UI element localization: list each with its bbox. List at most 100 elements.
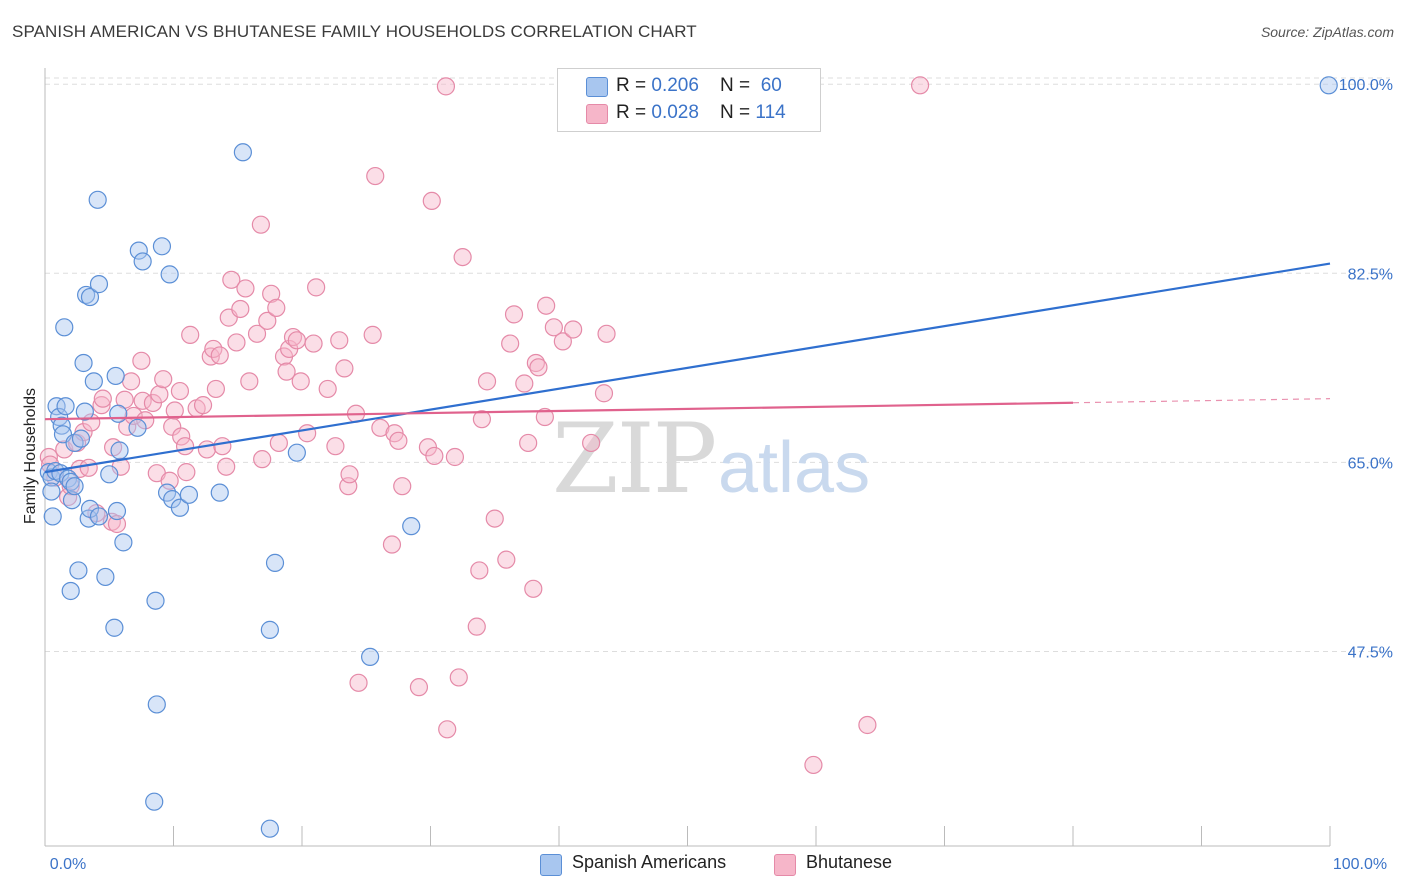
bhutanese-point bbox=[175, 437, 195, 456]
spanish-american-point bbox=[109, 404, 128, 423]
spanish-american-point bbox=[62, 491, 82, 510]
spanish-american-point bbox=[265, 553, 285, 572]
spanish-american-point bbox=[69, 561, 88, 580]
spanish-american-point bbox=[61, 581, 80, 601]
spanish-american-point bbox=[43, 507, 62, 526]
spanish-american-point bbox=[260, 819, 279, 838]
bhutanese-point bbox=[564, 320, 583, 339]
x-tick-labels: 0.0% 100.0% bbox=[50, 856, 1387, 873]
bhutanese-point bbox=[553, 332, 572, 351]
spanish-american-point bbox=[107, 501, 127, 521]
bhutanese-point bbox=[269, 433, 288, 453]
bhutanese-point bbox=[453, 247, 472, 267]
bhutanese-point bbox=[504, 305, 524, 324]
bhutanese-point bbox=[258, 311, 277, 330]
bhutanese-point bbox=[515, 374, 534, 393]
spanish-american-point bbox=[152, 237, 172, 256]
bhutanese-point bbox=[438, 720, 457, 739]
bhutanese-point bbox=[485, 509, 504, 528]
legend-n-label: N = bbox=[720, 102, 756, 123]
spanish-american-point bbox=[105, 618, 124, 637]
bhutanese-point bbox=[330, 331, 349, 350]
legend-n-value: 60 bbox=[760, 75, 782, 96]
spanish-american-point bbox=[84, 372, 103, 391]
chart-title: SPANISH AMERICAN VS BHUTANESE FAMILY HOU… bbox=[12, 22, 697, 41]
bottom-legend-swatch-pink bbox=[774, 854, 796, 876]
watermark: ZIP atlas bbox=[552, 403, 870, 515]
spanish-american-point bbox=[361, 647, 380, 667]
gridlines bbox=[45, 77, 1390, 652]
bhutanese-point bbox=[251, 215, 270, 234]
bhutanese-point bbox=[206, 379, 226, 399]
bhutanese-point bbox=[165, 401, 184, 420]
bhutanese-point bbox=[210, 346, 229, 365]
y-tick-labels: 47.5% 65.0% 82.5% 100.0% bbox=[1339, 77, 1393, 661]
spanish-american-point bbox=[80, 287, 100, 307]
bhutanese-point bbox=[227, 333, 246, 352]
bhutanese-point bbox=[371, 418, 390, 437]
spanish-american-point bbox=[56, 397, 75, 416]
bhutanese-point bbox=[436, 77, 456, 96]
watermark-zip: ZIP bbox=[552, 403, 715, 515]
bhutanese-point bbox=[422, 191, 441, 211]
bhutanese-point bbox=[307, 278, 326, 297]
bhutanese-point bbox=[597, 324, 616, 343]
bhutanese-point bbox=[594, 384, 614, 403]
bhutanese-point bbox=[445, 447, 465, 467]
spanish-american-point bbox=[55, 318, 74, 337]
spanish-american-point bbox=[89, 275, 109, 294]
bhutanese-point bbox=[247, 324, 267, 343]
bhutanese-point bbox=[326, 437, 345, 456]
bhutanese-point bbox=[544, 318, 563, 337]
bhutanese-point bbox=[529, 358, 548, 377]
bhutanese-point bbox=[470, 561, 489, 580]
bhutanese-point bbox=[537, 296, 556, 315]
bhutanese-point bbox=[318, 379, 337, 399]
spanish-american-point bbox=[133, 252, 152, 271]
bhutanese-point bbox=[449, 668, 468, 687]
bhutanese-point bbox=[409, 678, 429, 697]
spanish-american-point bbox=[100, 465, 119, 484]
spanish-american-point bbox=[71, 429, 91, 448]
bhutanese-point bbox=[217, 457, 236, 476]
spanish-american-point bbox=[260, 620, 279, 639]
x-tick-label: 100.0% bbox=[1333, 856, 1387, 873]
y-tick-label: 65.0% bbox=[1348, 455, 1393, 472]
bhutanese-point bbox=[267, 298, 286, 317]
bhutanese-point bbox=[382, 535, 402, 554]
spanish-american-point bbox=[146, 591, 165, 610]
bhutanese-point bbox=[204, 339, 223, 359]
bhutanese-point bbox=[340, 465, 359, 484]
bhutanese-point bbox=[193, 396, 213, 415]
bhutanese-point bbox=[501, 334, 520, 353]
legend-r-label: R = bbox=[616, 75, 652, 96]
spanish-american-point bbox=[114, 533, 133, 552]
bhutanese-point bbox=[467, 617, 486, 636]
spanish-american-point bbox=[75, 402, 94, 421]
bhutanese-point bbox=[349, 673, 368, 692]
bhutanese-point bbox=[231, 299, 250, 319]
spanish-american-point bbox=[233, 143, 252, 162]
bhutanese-trend-line bbox=[44, 401, 1074, 421]
bhutanese-point bbox=[291, 372, 310, 391]
spanish-american-point bbox=[145, 792, 164, 811]
spanish-american-point bbox=[129, 241, 148, 260]
y-axis-title: Family Households bbox=[22, 388, 39, 524]
bhutanese-point bbox=[107, 514, 127, 534]
legend-r-label: R = bbox=[616, 102, 652, 123]
spanish-american-point bbox=[106, 366, 125, 386]
bhutanese-point bbox=[363, 325, 382, 344]
bhutanese-point bbox=[389, 431, 408, 450]
bhutanese-point bbox=[253, 450, 272, 469]
spanish-american-point bbox=[128, 418, 147, 437]
y-tick-label: 100.0% bbox=[1339, 77, 1393, 94]
bhutanese-point bbox=[92, 396, 111, 415]
bhutanese-point bbox=[910, 76, 930, 95]
spanish-american-point bbox=[42, 482, 61, 501]
bhutanese-point bbox=[181, 325, 200, 344]
bhutanese-point bbox=[519, 433, 538, 453]
bhutanese-point bbox=[93, 389, 112, 408]
bhutanese-point bbox=[222, 270, 241, 289]
legend-r-value: 0.206 bbox=[651, 75, 699, 96]
